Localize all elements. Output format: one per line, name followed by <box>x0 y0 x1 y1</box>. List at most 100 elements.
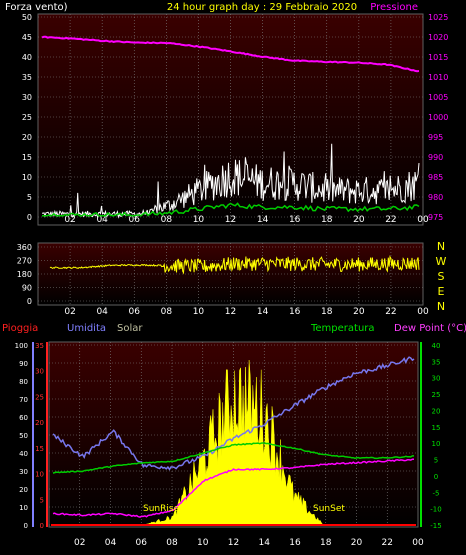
temperature-tick-label: 20 <box>432 407 441 415</box>
time-tick-label: 04 <box>96 307 108 317</box>
temperature-tick-label: -15 <box>430 522 441 530</box>
time-tick-label: 04 <box>105 538 117 548</box>
time-tick-label: 08 <box>161 307 173 317</box>
wind-tick-label: 45 <box>22 33 32 42</box>
time-tick-label: 10 <box>193 307 205 317</box>
wind-tick-label: 15 <box>22 153 32 162</box>
wind-tick-label: 30 <box>22 93 32 102</box>
temperature-tick-label: 10 <box>432 440 441 448</box>
rain-tick-label: 5 <box>40 496 44 504</box>
time-axis: 02 04 06 08 10 12 14 16 18 20 22 00 <box>64 215 429 225</box>
wind-direction-series <box>49 255 420 275</box>
sunrise-label: SunRise <box>143 504 180 514</box>
legend-dewpoint: Dew Point (°C) <box>394 323 466 334</box>
time-tick-label: 20 <box>353 307 365 317</box>
time-tick-label: 06 <box>129 307 141 317</box>
time-tick-label: 00 <box>412 538 424 548</box>
humidity-tick-label: 20 <box>19 486 28 494</box>
legend-solar: Solar <box>117 323 143 334</box>
time-tick-label: 22 <box>385 215 396 225</box>
time-tick-label: 20 <box>353 215 365 225</box>
humidity-tick-label: 30 <box>19 468 28 476</box>
temperature-axis-bar <box>420 342 422 527</box>
humidity-tick-label: 100 <box>15 342 28 350</box>
wind-tick-label: 20 <box>22 133 32 142</box>
time-tick-label: 20 <box>351 538 363 548</box>
wind-pressure-panel: Forza vento) 24 hour graph day : 29 Febb… <box>5 2 448 226</box>
wind-speed-title: Forza vento) <box>5 2 68 13</box>
wind-tick-label: 25 <box>22 113 32 122</box>
humidity-tick-label: 10 <box>19 504 28 512</box>
time-tick-label: 14 <box>259 538 271 548</box>
time-axis: 02 04 06 08 10 12 14 16 18 20 22 00 <box>74 538 424 548</box>
pressure-title: Pressione <box>370 2 418 13</box>
humidity-axis-bar <box>32 342 34 527</box>
pressure-axis: 1025 1020 1015 1010 1005 1000 995 990 985 980 975 <box>428 13 448 222</box>
wind-tick-label: 10 <box>22 173 32 182</box>
time-tick-label: 00 <box>417 307 429 317</box>
wind-tick-label: 50 <box>22 13 32 22</box>
pressure-tick-label: 1020 <box>428 33 448 42</box>
direction-tick-label: 0 <box>27 297 32 306</box>
time-tick-label: 10 <box>197 538 209 548</box>
pressure-tick-label: 995 <box>428 133 443 142</box>
temperature-tick-label: 5 <box>434 457 438 465</box>
rain-tick-label: 20 <box>35 419 44 427</box>
time-tick-label: 06 <box>129 215 141 225</box>
pressure-tick-label: 1005 <box>428 93 448 102</box>
temperature-tick-label: 15 <box>432 424 441 432</box>
time-tick-label: 14 <box>257 307 269 317</box>
temperature-axis: 40 35 30 25 20 15 10 5 0 -5 -10 -15 <box>430 342 441 530</box>
compass-letter: S <box>438 270 445 283</box>
time-tick-label: 18 <box>321 215 333 225</box>
time-tick-label: 06 <box>136 538 148 548</box>
time-tick-label: 02 <box>74 538 85 548</box>
time-tick-label: 16 <box>289 538 301 548</box>
pressure-tick-label: 985 <box>428 173 443 182</box>
wind-tick-label: 0 <box>27 213 32 222</box>
humidity-tick-label: 70 <box>19 396 28 404</box>
temperature-tick-label: -5 <box>433 489 440 497</box>
pressure-tick-label: 980 <box>428 193 443 202</box>
time-tick-label: 16 <box>289 215 301 225</box>
humidity-tick-label: 60 <box>19 414 28 422</box>
temperature-tick-label: 25 <box>432 391 441 399</box>
wind-tick-label: 40 <box>22 53 32 62</box>
wind-average-series <box>42 202 420 217</box>
legend-rain: Pioggia <box>2 323 38 334</box>
temperature-series <box>52 442 414 474</box>
humidity-tick-label: 90 <box>19 360 28 368</box>
temperature-tick-label: 40 <box>432 342 441 350</box>
time-tick-label: 22 <box>385 307 396 317</box>
time-tick-label: 08 <box>166 538 178 548</box>
time-tick-label: 08 <box>161 215 173 225</box>
humidity-series <box>52 356 415 471</box>
legend-temperature: Temperatura <box>310 323 375 334</box>
time-tick-label: 14 <box>257 215 269 225</box>
compass-letter: E <box>438 285 445 298</box>
temperature-tick-label: -10 <box>430 506 441 514</box>
time-tick-label: 10 <box>193 215 205 225</box>
graph-date-title: 24 hour graph day : 29 Febbraio 2020 <box>167 2 357 13</box>
temperature-tick-label: 0 <box>434 473 438 481</box>
time-tick-label: 12 <box>225 215 236 225</box>
direction-tick-label: 270 <box>17 257 32 266</box>
time-tick-label: 18 <box>320 538 332 548</box>
humidity-tick-label: 50 <box>19 432 28 440</box>
rain-axis-bar <box>46 342 48 527</box>
pressure-series <box>41 35 420 73</box>
compass-letter: N <box>437 300 445 313</box>
wind-tick-label: 5 <box>27 193 32 202</box>
time-tick-label: 04 <box>96 215 108 225</box>
time-tick-label: 22 <box>382 538 393 548</box>
time-tick-label: 16 <box>289 307 301 317</box>
legend-humidity: Umidita <box>67 323 106 334</box>
direction-tick-label: 180 <box>17 270 32 279</box>
wind-tick-label: 35 <box>22 73 32 82</box>
direction-tick-label: 360 <box>17 243 32 252</box>
rain-tick-label: 10 <box>35 471 44 479</box>
